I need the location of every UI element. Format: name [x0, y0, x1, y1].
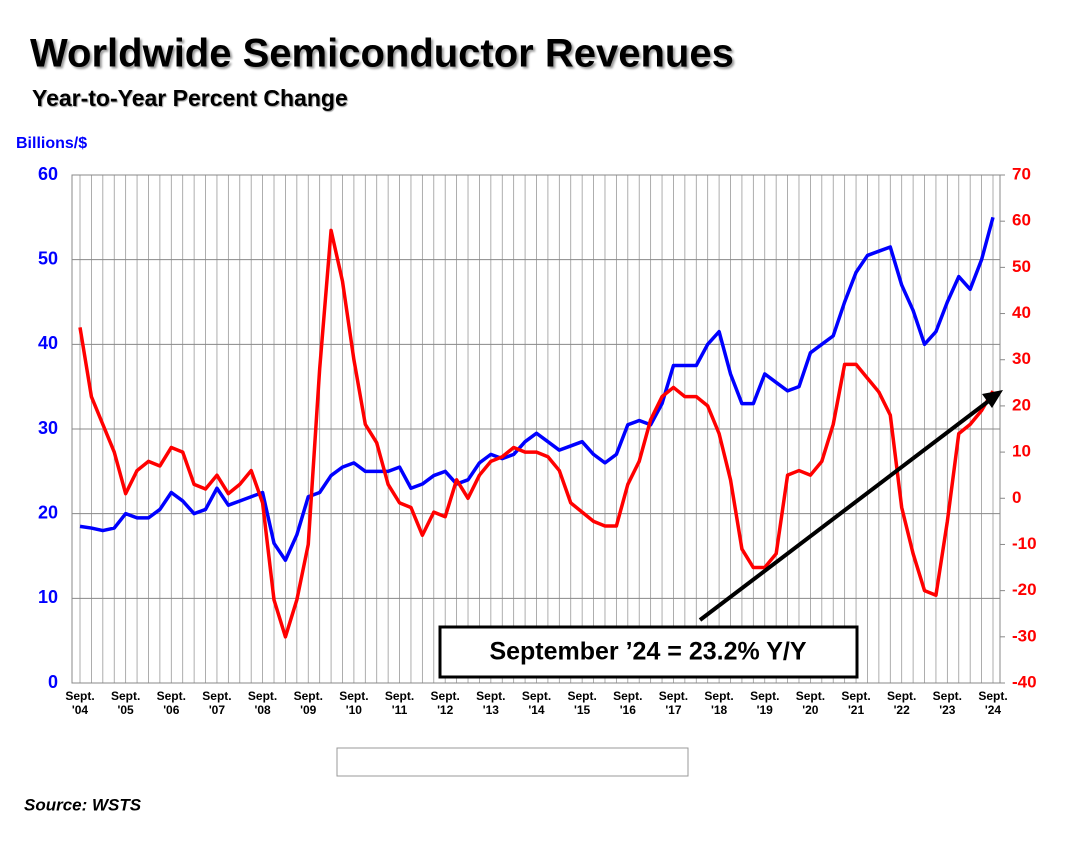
x-tick-label: Sept. '24	[978, 689, 1008, 717]
x-tick-label: Sept. '13	[476, 689, 506, 717]
y-tick-label: 10	[38, 587, 58, 607]
y2-tick-label: 70	[1012, 164, 1031, 183]
series-line	[78, 228, 995, 639]
y-tick-label: 50	[38, 248, 58, 268]
annotation: September ’24 = 23.2% Y/Y	[489, 638, 806, 666]
x-tick-label: Sept. '08	[247, 689, 278, 717]
x-tick-label: Sept. '17	[658, 689, 689, 717]
x-tick-label: Sept. '20	[795, 689, 826, 717]
x-tick-label: Sept. '06	[156, 689, 186, 717]
y2-tick-label: 30	[1012, 349, 1031, 368]
arrowhead	[982, 390, 1003, 408]
x-tick-label: Sept. '14	[521, 689, 552, 717]
arrow	[698, 398, 992, 622]
x-tick-label: Sept. '22	[887, 689, 917, 717]
chart-subtitle: Year-to-Year Percent Change	[32, 85, 348, 111]
x-tick-label: Sept. '04	[65, 689, 95, 717]
y2-tick-label: 20	[1012, 395, 1031, 414]
x-tick-label: Sept. '21	[841, 689, 871, 717]
series-line	[79, 216, 995, 562]
y2-tick-label: 40	[1012, 303, 1031, 322]
y2-tick-label: -30	[1012, 626, 1037, 645]
annotation-box	[438, 625, 859, 679]
y2-tick-label: -10	[1012, 534, 1037, 553]
y-tick-label: 0	[48, 672, 58, 692]
x-tick-label: Sept. '05	[110, 689, 141, 717]
legend-box	[336, 747, 689, 777]
y-axis-label: Billions/$	[16, 135, 87, 152]
y-tick-label: 20	[38, 502, 58, 522]
x-tick-label: Sept. '07	[202, 689, 232, 717]
y2-tick-label: 10	[1012, 442, 1031, 461]
chart-title: Worldwide Semiconductor Revenues	[30, 32, 734, 76]
x-tick-label: Sept. '18	[704, 689, 734, 717]
x-tick-label: Sept. '12	[430, 689, 460, 717]
y2-tick-label: -20	[1012, 580, 1037, 599]
x-tick-label: Sept. '23	[932, 689, 963, 717]
y2-tick-label: -40	[1012, 672, 1037, 691]
y-tick-label: 60	[38, 164, 58, 184]
x-tick-label: Sept. '16	[613, 689, 643, 717]
x-tick-label: Sept. '19	[750, 689, 780, 717]
x-tick-label: Sept. '15	[567, 689, 597, 717]
x-tick-label: Sept. '11	[384, 689, 415, 717]
y2-tick-label: 0	[1012, 488, 1021, 507]
x-tick-label: Sept. '10	[339, 689, 369, 717]
source: Source: WSTS	[24, 795, 142, 814]
x-tick-label: Sept. '09	[293, 689, 323, 717]
y2-tick-label: 50	[1012, 257, 1031, 276]
y2-tick-label: 60	[1012, 211, 1031, 230]
y-tick-label: 40	[38, 333, 58, 353]
y-tick-label: 30	[38, 418, 58, 438]
